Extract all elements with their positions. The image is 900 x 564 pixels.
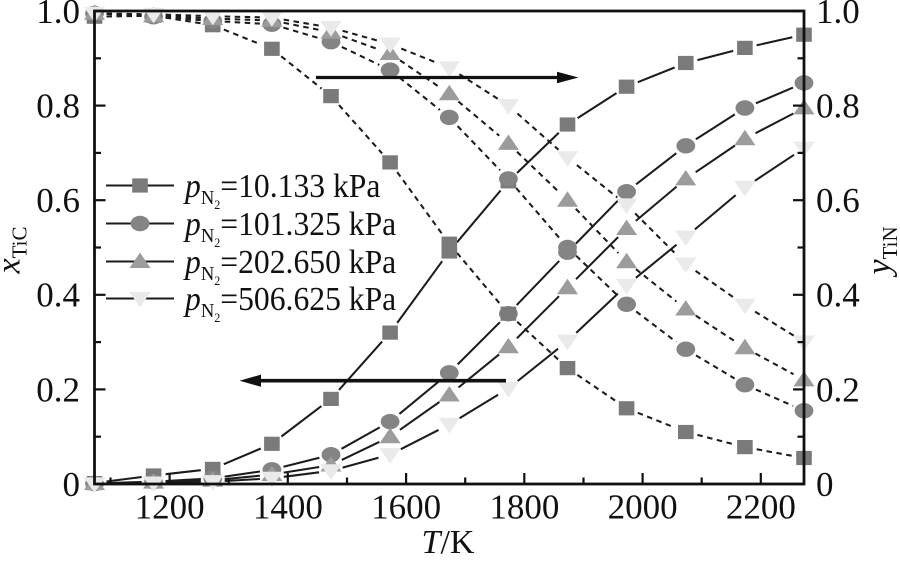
svg-text:pN2=10.133 kPa: pN2=10.133 kPa — [183, 168, 381, 212]
svg-text:1400: 1400 — [253, 488, 323, 527]
svg-text:0.4: 0.4 — [36, 276, 80, 315]
svg-text:0.2: 0.2 — [36, 370, 80, 409]
svg-text:yTiN: yTiN — [861, 226, 900, 277]
svg-text:1200: 1200 — [135, 488, 205, 527]
svg-text:1.0: 1.0 — [36, 0, 80, 31]
svg-text:1800: 1800 — [489, 488, 559, 527]
svg-text:0.6: 0.6 — [816, 181, 860, 220]
svg-text:1.0: 1.0 — [816, 0, 860, 31]
svg-text:0.8: 0.8 — [816, 87, 860, 126]
svg-text:2200: 2200 — [726, 488, 796, 527]
svg-text:pN2=506.625 kPa: pN2=506.625 kPa — [183, 281, 397, 325]
svg-text:0.4: 0.4 — [816, 276, 860, 315]
svg-text:xTiC: xTiC — [0, 226, 32, 274]
svg-text:0: 0 — [816, 465, 834, 504]
svg-text:2000: 2000 — [608, 488, 678, 527]
svg-text:pN2=101.325 kPa: pN2=101.325 kPa — [183, 206, 397, 250]
svg-text:0.6: 0.6 — [36, 181, 80, 220]
svg-text:0: 0 — [63, 465, 81, 504]
svg-text:T/K: T/K — [422, 524, 475, 559]
svg-text:1600: 1600 — [371, 488, 441, 527]
svg-text:0.2: 0.2 — [816, 370, 860, 409]
svg-text:0.8: 0.8 — [36, 87, 80, 126]
svg-text:pN2=202.650 kPa: pN2=202.650 kPa — [183, 244, 397, 288]
